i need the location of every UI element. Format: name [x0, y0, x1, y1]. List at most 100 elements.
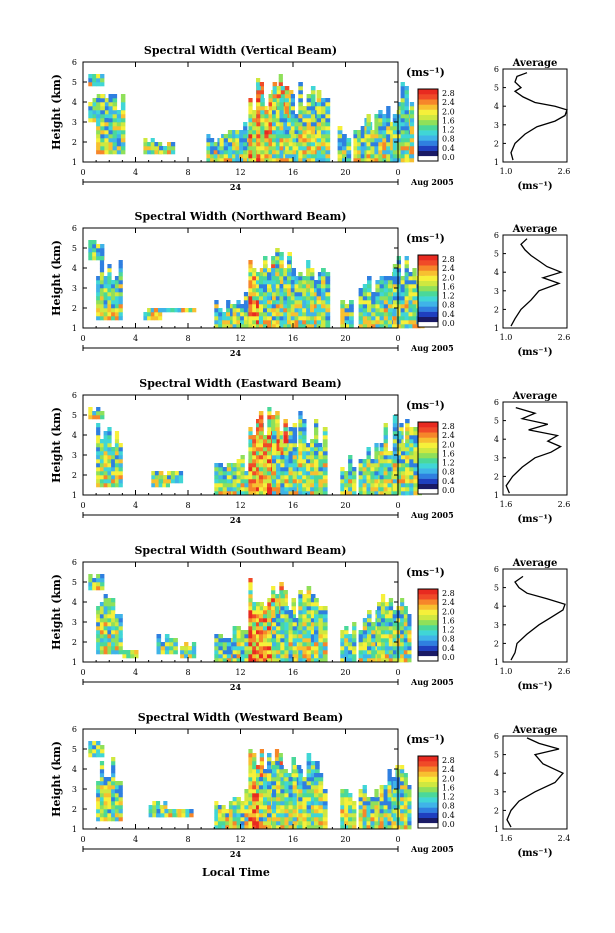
heatmap-cell — [293, 459, 298, 463]
heatmap-cell — [100, 106, 105, 110]
heatmap-cell — [375, 308, 380, 312]
heatmap-cell — [100, 781, 104, 785]
heatmap-cell — [233, 479, 237, 483]
heatmap-cell — [384, 483, 388, 487]
heatmap-cell — [96, 630, 100, 634]
heatmap-cell — [252, 654, 256, 658]
heatmap-cell — [280, 598, 285, 602]
heatmap-cell — [259, 622, 264, 626]
heatmap-cell — [252, 602, 256, 606]
heatmap-cell — [259, 304, 264, 308]
heatmap-cell — [88, 102, 93, 106]
heatmap-cell — [385, 646, 389, 650]
y-tick-label: 2 — [72, 304, 77, 313]
y-tick-label: 5 — [72, 78, 77, 87]
heatmap-cell — [378, 130, 382, 134]
heatmap-cell — [352, 642, 356, 646]
heatmap-cell — [298, 614, 303, 618]
heatmap-cell — [405, 118, 409, 122]
heatmap-cell — [119, 805, 123, 809]
heatmap-cell — [214, 821, 218, 825]
heatmap-cell — [273, 94, 278, 98]
heatmap-cell — [121, 142, 126, 146]
heatmap-cell — [311, 110, 316, 114]
heatmap-cell — [361, 126, 365, 130]
heatmap-cell — [180, 654, 184, 658]
heatmap-cell — [314, 630, 319, 634]
heatmap-cell — [111, 312, 115, 316]
heatmap-cell — [385, 654, 389, 658]
heatmap-cell — [380, 280, 385, 284]
heatmap-cell — [289, 431, 294, 435]
heatmap-cell — [400, 646, 404, 650]
avg-x-tick-label: 1.0 — [500, 333, 513, 342]
heatmap-cell — [386, 150, 390, 154]
x-tick-label: 8 — [185, 501, 190, 510]
heatmap-cell — [283, 447, 288, 451]
colorbar-swatch — [418, 604, 438, 609]
heatmap-cell — [151, 475, 155, 479]
heatmap-cell — [302, 134, 307, 138]
heatmap-cell — [302, 634, 307, 638]
heatmap-cell — [323, 610, 328, 614]
heatmap-cell — [104, 451, 108, 455]
heatmap-cell — [314, 463, 319, 467]
heatmap-cell — [401, 114, 405, 118]
heatmap-cell — [280, 300, 284, 304]
heatmap-cell — [393, 308, 397, 312]
heatmap-cell — [113, 102, 118, 106]
heatmap-cell — [226, 320, 230, 324]
heatmap-cell — [318, 614, 323, 618]
heatmap-cell — [318, 471, 323, 475]
heatmap-cell — [267, 487, 272, 491]
colorbar-tick-label: 1.6 — [442, 449, 455, 458]
heatmap-cell — [289, 467, 294, 471]
heatmap-cell — [100, 574, 104, 578]
heatmap-cell — [314, 650, 319, 654]
heatmap-cell — [92, 741, 96, 745]
heatmap-cell — [248, 288, 252, 292]
heatmap-cell — [252, 134, 256, 138]
heatmap-cell — [263, 634, 268, 638]
heatmap-cell — [325, 142, 330, 146]
heatmap-cell — [237, 809, 241, 813]
heatmap-cell — [272, 150, 276, 154]
colorbar-unit: (ms⁻¹) — [406, 566, 445, 579]
heatmap-cell — [119, 296, 123, 300]
heatmap-cell — [302, 320, 306, 324]
heatmap-cell — [88, 256, 92, 260]
heatmap-cell — [96, 801, 100, 805]
heatmap-cell — [293, 439, 298, 443]
heatmap-cell — [291, 122, 295, 126]
heatmap-cell — [401, 134, 405, 138]
heatmap-cell — [107, 797, 111, 801]
heatmap-cell — [229, 813, 233, 817]
heatmap-cell — [259, 483, 264, 487]
heatmap-cell — [100, 443, 104, 447]
heatmap-cell — [96, 415, 100, 419]
heatmap-cell — [241, 809, 245, 813]
heatmap-cell — [96, 622, 100, 626]
heatmap-cell — [393, 296, 397, 300]
heatmap-cell — [267, 308, 272, 312]
heatmap-cell — [291, 292, 295, 296]
heatmap-cell — [393, 614, 397, 618]
y-axis-label: Height (km) — [50, 407, 63, 483]
heatmap-cell — [227, 487, 232, 491]
heatmap-cell — [293, 618, 298, 622]
heatmap-cell — [260, 106, 265, 110]
heatmap-cell — [405, 142, 409, 146]
heatmap-cell — [214, 654, 219, 658]
y-tick-label: 6 — [72, 391, 77, 400]
heatmap-cell — [267, 415, 271, 419]
heatmap-cell — [409, 471, 414, 475]
heatmap-cell — [111, 801, 115, 805]
heatmap-cell — [401, 146, 405, 150]
heatmap-cell — [223, 479, 228, 483]
heatmap-cell — [295, 304, 299, 308]
heatmap-cell — [291, 110, 295, 114]
heatmap-cell — [229, 809, 233, 813]
heatmap-cell — [115, 781, 119, 785]
heatmap-cell — [163, 479, 167, 483]
heatmap-cell — [302, 654, 307, 658]
